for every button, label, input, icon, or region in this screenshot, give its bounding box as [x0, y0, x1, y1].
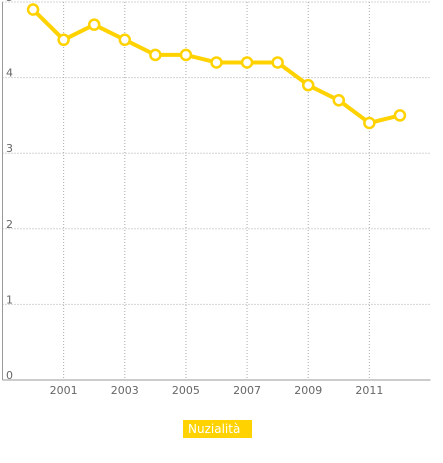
y-tick-label: 0	[6, 369, 13, 382]
x-tick-label: 2005	[172, 384, 200, 397]
point	[393, 109, 407, 122]
point	[149, 48, 162, 62]
point	[332, 94, 346, 107]
x-tick-label: 2003	[111, 384, 139, 397]
x-tick-label: 2001	[50, 384, 78, 397]
legend-label: Nuzialità	[188, 422, 240, 436]
point	[240, 56, 254, 69]
y-tick-label: 2	[6, 218, 13, 231]
x-tick-label: 2009	[294, 384, 322, 397]
point	[301, 78, 315, 92]
y-tick-label: 5	[6, 0, 13, 4]
legend-swatch	[183, 420, 252, 438]
point	[179, 48, 193, 62]
point	[118, 33, 132, 47]
point	[26, 3, 40, 16]
point	[271, 56, 284, 69]
y-tick-label: 1	[6, 293, 13, 306]
x-tick-label: 2011	[355, 384, 383, 397]
point	[363, 116, 376, 130]
point	[87, 18, 101, 31]
point	[57, 33, 70, 47]
y-tick-label: 3	[6, 142, 13, 155]
point	[210, 56, 223, 69]
x-tick-label: 2007	[233, 384, 261, 397]
y-tick-label: 4	[6, 67, 13, 80]
